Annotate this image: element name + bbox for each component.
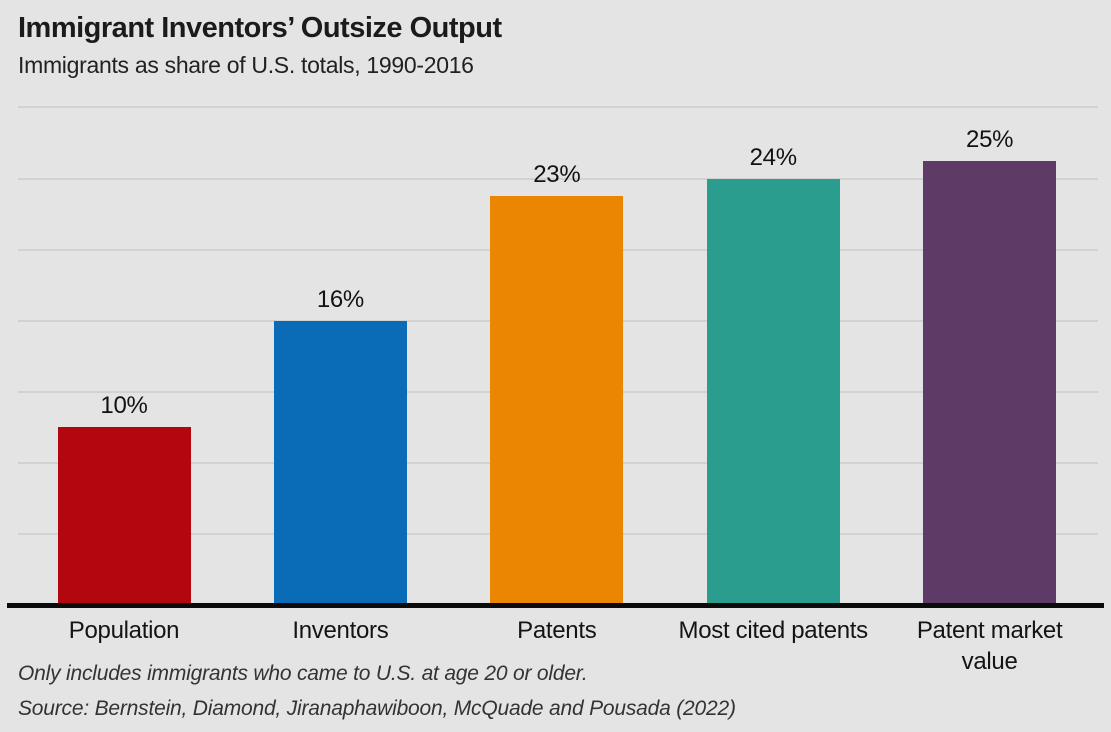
bar-value-label: 23% — [533, 161, 581, 189]
x-axis-label-patents: Patents — [517, 617, 597, 644]
bar-patent-market-value — [923, 160, 1057, 605]
x-axis-label-population: Population — [68, 617, 180, 644]
bar-value-label: 10% — [100, 392, 148, 420]
bar-value-label: 25% — [966, 125, 1014, 153]
chart-source: Source: Bernstein, Diamond, Jiranaphawib… — [18, 697, 736, 720]
gridline — [18, 177, 1098, 180]
chart-footer: Only includes immigrants who came to U.S… — [18, 662, 1091, 732]
chart-title: Immigrant Inventors’ Outsize Output — [18, 12, 502, 44]
x-axis-label-inventors: Inventors — [292, 617, 389, 644]
bar-inventors — [273, 320, 407, 605]
bar-patents — [490, 196, 624, 605]
chart-footnote: Only includes immigrants who came to U.S… — [18, 662, 588, 685]
x-axis-line — [7, 603, 1104, 608]
x-axis-label-most-cited-patents: Most cited patents — [678, 617, 869, 644]
bar-value-label: 16% — [316, 285, 364, 313]
bar-most-cited-patents — [706, 178, 840, 605]
gridline — [18, 106, 1098, 109]
chart-subtitle: Immigrants as share of U.S. totals, 1990… — [18, 52, 474, 78]
x-axis-label-patent-market-value: Patent market value — [916, 617, 1063, 676]
bar-population — [57, 427, 191, 605]
bar-value-label: 24% — [749, 143, 797, 171]
plot-area: 10% 16% 23% 24% 25% — [0, 95, 1111, 605]
